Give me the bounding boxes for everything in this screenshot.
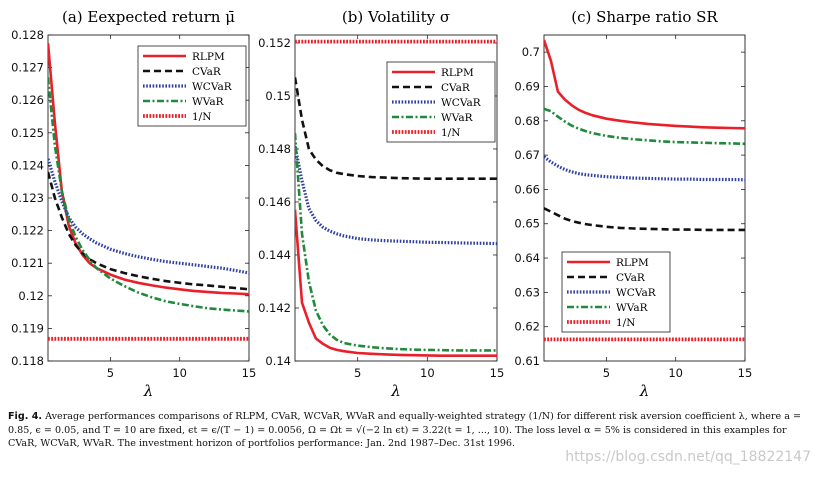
legend-entry: WCVaR xyxy=(441,97,482,109)
legend-entry: 1/N xyxy=(192,111,211,123)
legend-entry: CVaR xyxy=(441,82,471,94)
series-line-wvar xyxy=(295,133,497,352)
series-line-cvar xyxy=(295,77,497,180)
series-line-wcvar xyxy=(544,155,745,182)
series-line-rlpm xyxy=(48,43,249,296)
figure-label: Fig. 4. xyxy=(8,411,43,422)
series-line-cvar xyxy=(48,171,249,291)
y-tick-label: 0.144 xyxy=(258,248,291,262)
watermark: https://blog.csdn.net/qq_18822147 xyxy=(565,449,811,465)
legend-entry: CVaR xyxy=(616,272,646,284)
x-tick-label: 5 xyxy=(107,366,114,380)
y-tick-label: 0.66 xyxy=(514,182,540,196)
chart-title: (c) Sharpe ratio SR xyxy=(571,8,718,26)
legend-entry: WCVaR xyxy=(192,81,233,93)
legend-entry: WVaR xyxy=(616,302,649,314)
x-tick-label: 10 xyxy=(172,366,187,380)
x-tick-label: 15 xyxy=(490,366,505,380)
series-line-wcvar xyxy=(295,145,497,246)
y-tick-label: 0.142 xyxy=(258,301,291,315)
series-line-rlpm xyxy=(544,39,745,130)
legend-entry: WVaR xyxy=(441,112,474,124)
y-tick-label: 0.123 xyxy=(11,191,44,205)
chart-panel-2: (b) Volatility σ 0.14 0.142 0.144 0.146 0.148… xyxy=(258,8,504,400)
y-tick-label: 0.125 xyxy=(11,126,44,140)
series-line-wvar xyxy=(48,77,249,313)
y-tick-label: 0.121 xyxy=(11,256,44,270)
x-axis-label: λ xyxy=(390,382,401,400)
plot-area-frame xyxy=(294,34,498,362)
y-tick-label: 0.146 xyxy=(258,195,291,209)
legend-entry: RLPM xyxy=(192,51,225,63)
legend: RLPM CVaR WCVaR WVaR 1/N xyxy=(386,61,496,143)
chart-panel-1: (a) Eexpected return μ̄ 0.118 0.119 0.12 0.1… xyxy=(11,8,256,400)
legend: RLPM CVaR WCVaR WVaR 1/N xyxy=(137,45,247,127)
chart-panel-3: (c) Sharpe ratio SR 0.61 0.62 0.63 0.64 0.65 0… xyxy=(514,8,752,400)
legend-entry: WCVaR xyxy=(616,287,657,299)
x-tick-label: 15 xyxy=(242,366,257,380)
series-line-rlpm xyxy=(295,209,497,358)
figure-4: (a) Eexpected return μ̄ 0.118 0.119 0.12 0.1… xyxy=(11,8,752,400)
series-line-cvar xyxy=(544,207,745,232)
chart-title: (b) Volatility σ xyxy=(342,8,450,26)
x-tick-label: 10 xyxy=(420,366,435,380)
y-tick-label: 0.119 xyxy=(11,321,44,335)
legend-entry: WVaR xyxy=(192,96,225,108)
y-tick-label: 0.122 xyxy=(11,224,44,238)
legend-entry: 1/N xyxy=(616,317,635,329)
figure-caption: Fig. 4. Average performances comparisons… xyxy=(8,410,812,451)
caption-text: Average performances comparisons of RLPM… xyxy=(8,411,802,449)
x-tick-label: 15 xyxy=(738,366,753,380)
legend-entry: CVaR xyxy=(192,66,222,78)
y-tick-label: 0.14 xyxy=(265,354,291,368)
y-tick-label: 0.61 xyxy=(514,354,540,368)
y-tick-label: 0.118 xyxy=(11,354,44,368)
y-tick-label: 0.126 xyxy=(11,93,44,107)
x-tick-label: 5 xyxy=(603,366,610,380)
y-tick-label: 0.62 xyxy=(514,320,540,334)
legend-entry: 1/N xyxy=(441,127,460,139)
y-tick-label: 0.128 xyxy=(11,28,44,42)
legend-entry: RLPM xyxy=(616,257,649,269)
y-tick-label: 0.69 xyxy=(514,79,540,93)
y-tick-label: 0.152 xyxy=(258,36,291,50)
y-tick-label: 0.148 xyxy=(258,142,291,156)
series-line-wcvar xyxy=(48,158,249,275)
x-tick-label: 5 xyxy=(354,366,361,380)
y-tick-label: 0.7 xyxy=(522,45,540,59)
y-tick-label: 0.64 xyxy=(514,251,540,265)
legend-entry: RLPM xyxy=(441,67,474,79)
x-axis-label: λ xyxy=(143,382,154,400)
x-axis-label: λ xyxy=(639,382,650,400)
y-tick-label: 0.127 xyxy=(11,61,44,75)
y-tick-label: 0.68 xyxy=(514,114,540,128)
y-tick-label: 0.63 xyxy=(514,285,540,299)
y-tick-label: 0.65 xyxy=(514,217,540,231)
chart-title: (a) Eexpected return μ̄ xyxy=(62,8,235,26)
x-tick-label: 10 xyxy=(668,366,683,380)
y-tick-label: 0.67 xyxy=(514,148,540,162)
y-tick-label: 0.12 xyxy=(18,289,44,303)
y-tick-label: 0.15 xyxy=(265,89,291,103)
series-line-wvar xyxy=(544,107,745,146)
plot-area-frame xyxy=(543,34,746,362)
y-tick-label: 0.124 xyxy=(11,158,44,172)
legend: RLPM CVaR WCVaR WVaR 1/N xyxy=(561,251,671,333)
